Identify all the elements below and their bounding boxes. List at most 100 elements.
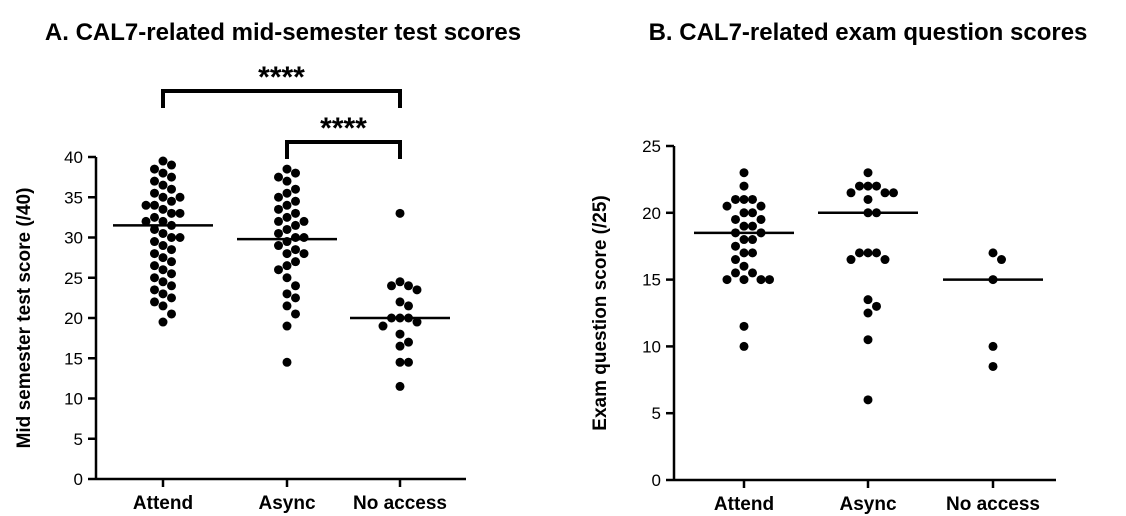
chart-a-data-point: [395, 381, 405, 391]
chart-a-data-point: [395, 357, 405, 367]
chart-a-data-point: [291, 257, 300, 267]
chart-a-data-point: [175, 208, 185, 218]
chart-a-data-point: [299, 249, 309, 259]
chart-a-data-point: [282, 289, 292, 299]
chart-a-data-point: [150, 188, 159, 198]
chart-b-data-point: [739, 275, 749, 285]
chart-b-title: B. CAL7-related exam question scores: [649, 19, 1088, 46]
chart-b-data-point: [846, 255, 856, 265]
chart-a-data-point: [158, 253, 168, 263]
chart-a-data-point: [150, 212, 159, 222]
chart-a-data-point: [274, 241, 283, 251]
chart-a-data-point: [158, 216, 168, 226]
chart-a-data-point: [167, 233, 176, 242]
chart-a-y-axis-label: Mid semester test score (/40): [14, 188, 35, 449]
chart-a-y-tick-label: 40: [64, 148, 83, 167]
chart-b-data-point: [756, 201, 766, 211]
chart-a-data-point: [175, 233, 185, 242]
chart-a-data-point: [150, 297, 159, 307]
chart-b-data-point: [863, 194, 873, 204]
chart-a-y-tick-label: 20: [64, 309, 83, 328]
chart-a-data-point: [291, 196, 300, 206]
chart-b-data-point: [739, 341, 749, 351]
chart-a-significance-bracket: [285, 140, 402, 159]
chart-panel-a: A. CAL7-related mid-semester test scores…: [14, 19, 521, 514]
chart-a-data-point: [158, 228, 168, 238]
chart-b-data-point: [731, 214, 740, 224]
chart-b-data-point: [722, 201, 732, 211]
chart-a-data-point: [282, 164, 292, 174]
chart-a-data-point: [167, 196, 176, 206]
chart-a-data-point: [158, 277, 168, 287]
chart-a-x-tick-label: No access: [353, 493, 447, 514]
chart-a-data-point: [158, 265, 168, 275]
chart-a-data-point: [158, 317, 168, 327]
chart-b-data-point: [739, 248, 749, 258]
chart-a-data-point: [282, 301, 292, 311]
chart-b-data-point: [731, 255, 740, 265]
chart-a-y-tick-label: 15: [64, 349, 83, 368]
chart-a-significance-label: ****: [258, 61, 305, 94]
chart-a-y-tick-label: 10: [64, 390, 83, 409]
chart-a-data-point: [387, 281, 396, 291]
chart-a-data-point: [291, 208, 300, 218]
chart-a-data-point: [274, 192, 283, 202]
chart-a-data-point: [167, 208, 176, 218]
chart-a-data-point: [291, 245, 300, 255]
chart-a-data-point: [378, 321, 388, 331]
chart-a-data-point: [158, 301, 168, 311]
chart-a-data-point: [158, 241, 168, 251]
chart-b-data-point: [722, 275, 732, 285]
chart-b-data-point: [863, 168, 873, 178]
chart-a-data-point: [167, 269, 176, 279]
chart-b-y-tick-label: 10: [642, 337, 661, 356]
chart-a-y-tick-label: 5: [74, 430, 83, 449]
chart-b-y-tick-label: 25: [642, 137, 661, 156]
chart-b-data-point: [863, 308, 873, 318]
chart-b-y-tick-label: 5: [652, 404, 661, 423]
chart-b-data-point: [889, 188, 898, 198]
chart-b-data-point: [765, 275, 774, 285]
chart-a-data-point: [150, 237, 159, 247]
chart-a-data-point: [167, 281, 176, 291]
chart-a-data-point: [299, 233, 309, 242]
chart-a-data-point: [282, 212, 292, 222]
chart-b-data-point: [988, 341, 998, 351]
chart-a-data-point: [150, 285, 159, 295]
chart-a-data-point: [158, 192, 168, 202]
chart-b-data-point: [748, 221, 757, 231]
chart-a-title: A. CAL7-related mid-semester test scores: [45, 19, 521, 46]
chart-b-y-tick-label: 15: [642, 271, 661, 290]
chart-b-data-point: [988, 361, 998, 371]
chart-a-y-tick-label: 25: [64, 269, 83, 288]
chart-a-y-tick-label: 30: [64, 229, 83, 248]
chart-a-data-point: [158, 180, 168, 190]
chart-b-data-point: [739, 221, 749, 231]
chart-b-data-point: [855, 248, 864, 258]
chart-a-data-point: [274, 228, 283, 238]
chart-a-data-point: [282, 357, 292, 367]
chart-b-data-point: [731, 268, 740, 278]
chart-a-data-point: [412, 285, 422, 295]
chart-a-y-tick-label: 35: [64, 188, 83, 207]
chart-b-data-point: [748, 268, 757, 278]
chart-a-data-point: [141, 216, 151, 226]
chart-b-data-point: [863, 295, 873, 305]
chart-b-data-point: [739, 208, 749, 218]
chart-b-data-point: [863, 395, 873, 405]
chart-a-data-point: [158, 204, 168, 214]
chart-a-x-tick-label: Async: [258, 493, 315, 514]
chart-b-data-point: [731, 194, 740, 204]
chart-b-data-point: [855, 181, 864, 191]
chart-b-data-point: [872, 301, 881, 311]
chart-a-data-point: [274, 265, 283, 275]
chart-b-data-point: [880, 188, 890, 198]
chart-b-data-point: [748, 194, 757, 204]
chart-b-data-point: [863, 248, 873, 258]
chart-b-data-point: [988, 248, 998, 258]
chart-a-data-point: [291, 184, 300, 194]
chart-b-data-point: [846, 188, 856, 198]
chart-b-data-point: [872, 248, 881, 258]
chart-b-data-point: [748, 235, 757, 245]
